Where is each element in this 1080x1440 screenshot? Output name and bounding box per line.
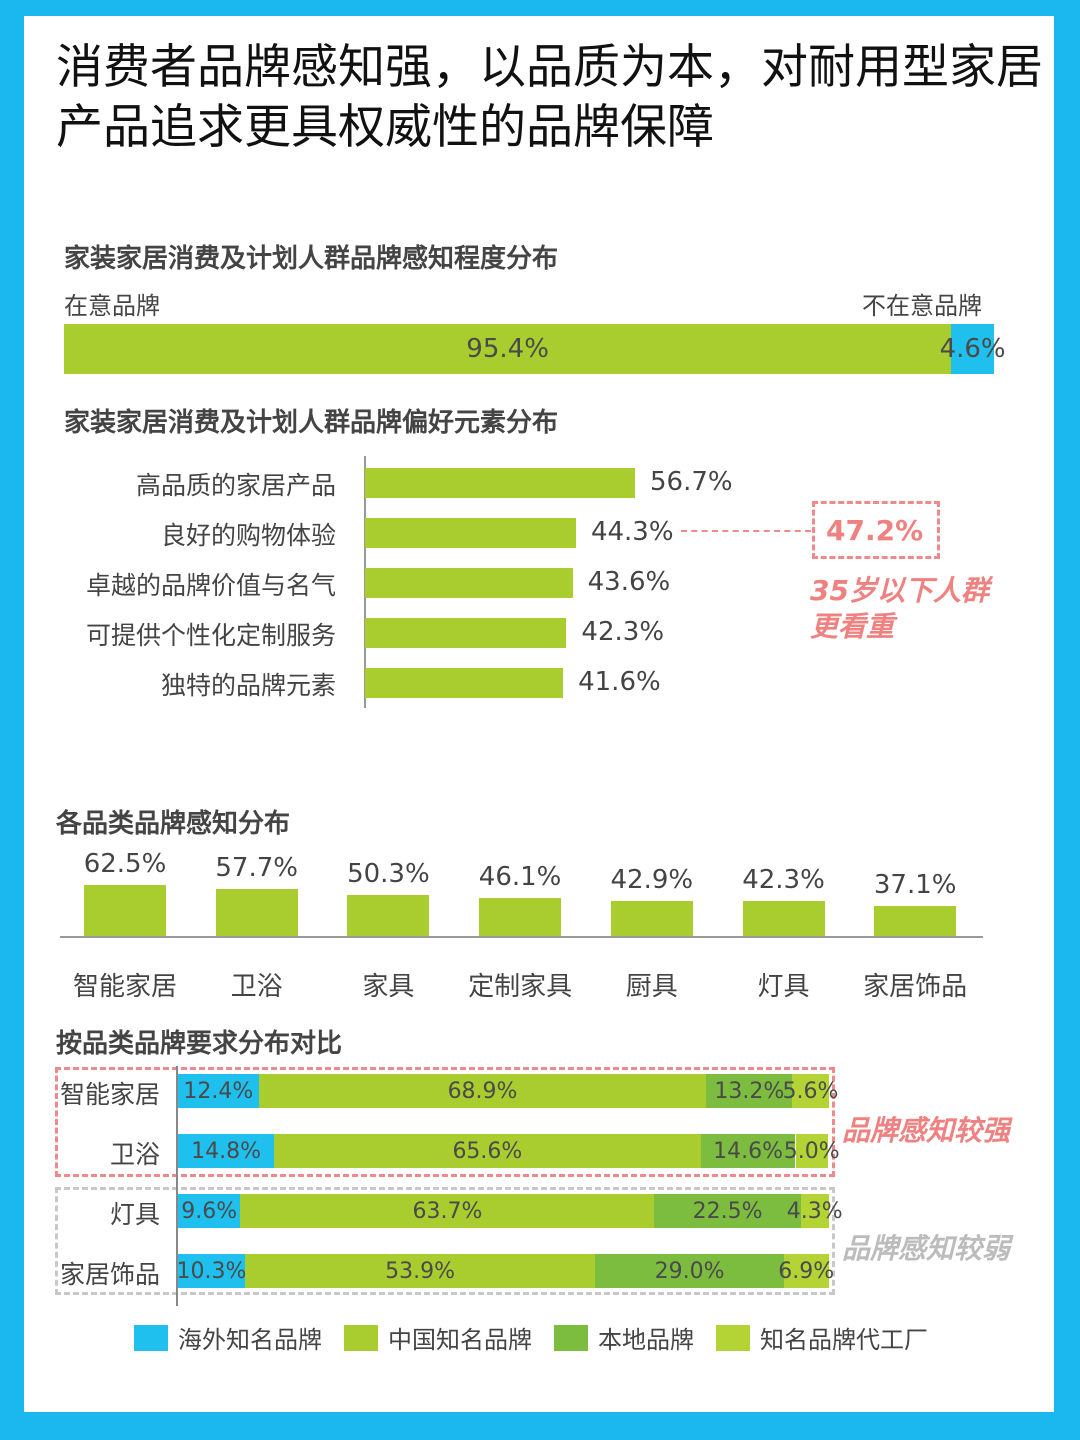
infographic-page: 消费者品牌感知强，以品质为本，对耐用型家居产品追求更具权威性的品牌保障 家装家居… xyxy=(24,16,1054,1412)
pref-category-label: 可提供个性化定制服务 xyxy=(85,621,336,650)
chart1-title: 家装家居消费及计划人群品牌感知程度分布 xyxy=(64,244,559,274)
pref-bar xyxy=(365,568,573,598)
chart3-area: 62.5% 智能家居 57.7% 卫浴 50.3% 家具 46.1% 定制家具 42.9% 厨具 4… xyxy=(24,849,1054,1002)
stack-segment: 14.8% xyxy=(178,1134,275,1168)
stack-segment: 9.6% xyxy=(178,1194,241,1228)
chart1-right-label: 不在意品牌 xyxy=(862,292,982,320)
pref-bar xyxy=(365,518,576,548)
pref-value-label: 43.6% xyxy=(587,567,671,597)
stack-segment: 5.6% xyxy=(783,1074,838,1108)
category-label: 智能家居 xyxy=(72,972,177,1002)
stack-segment: 63.7% xyxy=(240,1194,655,1228)
category-label: 定制家具 xyxy=(468,972,573,1002)
stack-segment: 53.9% xyxy=(244,1254,596,1288)
stack-segment: 14.6% xyxy=(700,1134,796,1168)
category-axis xyxy=(60,936,983,938)
pref-category-label: 良好的购物体验 xyxy=(160,521,336,550)
stack-category-label: 家居饰品 xyxy=(59,1260,160,1289)
annotation-box xyxy=(812,501,940,559)
legend-label: 知名品牌代工厂 xyxy=(760,1326,928,1354)
stack-segment: 10.3% xyxy=(177,1254,246,1288)
pref-value-label: 44.3% xyxy=(590,517,674,547)
category-bar xyxy=(84,885,166,936)
pref-value-label: 42.3% xyxy=(581,617,665,647)
weak-group-box xyxy=(55,1187,835,1295)
stack-segment: 13.2% xyxy=(706,1074,793,1108)
chart1-left-label: 在意品牌 xyxy=(64,292,160,320)
strong-group-note: 品牌感知较强 xyxy=(842,1114,1011,1147)
perceive-bar-care: 95.4% xyxy=(64,324,952,374)
chart3-title: 各品类品牌感知分布 xyxy=(56,809,291,839)
perceive-bar-nocare: 4.6% xyxy=(940,324,1006,374)
pref-value-label: 41.6% xyxy=(578,667,661,697)
chart1-bar: 95.4% 4.6% xyxy=(64,324,1006,374)
pref-category-label: 高品质的家居产品 xyxy=(135,471,336,500)
category-value-label: 50.3% xyxy=(347,858,430,889)
stack-segment: 12.4% xyxy=(178,1074,259,1108)
category-value-label: 46.1% xyxy=(478,862,562,893)
legend-label: 中国知名品牌 xyxy=(388,1326,532,1354)
category-label: 灯具 xyxy=(757,972,810,1002)
annotation-value: 47.2% xyxy=(826,514,924,547)
category-label: 卫浴 xyxy=(230,972,283,1002)
stack-segment: 29.0% xyxy=(595,1254,784,1288)
stack-category-label: 灯具 xyxy=(109,1200,160,1229)
stack-segment: 5.0% xyxy=(784,1134,840,1168)
category-bar xyxy=(742,901,825,936)
category-bar xyxy=(610,900,693,936)
category-value-label: 37.1% xyxy=(873,869,957,900)
chart2-title: 家装家居消费及计划人群品牌偏好元素分布 xyxy=(64,408,559,438)
category-value-label: 42.3% xyxy=(742,865,825,896)
category-label: 厨具 xyxy=(625,972,678,1002)
legend-swatch xyxy=(554,1324,588,1351)
page-title: 消费者品牌感知强，以品质为本，对耐用型家居产品追求更具权威性的品牌保障 xyxy=(56,40,1043,155)
legend-swatch xyxy=(716,1324,750,1351)
category-bar xyxy=(215,888,298,936)
legend-label: 海外知名品牌 xyxy=(178,1326,322,1354)
pref-category-label: 卓越的品牌价值与名气 xyxy=(85,571,336,600)
category-label: 家居饰品 xyxy=(863,972,968,1002)
category-bar xyxy=(347,894,430,936)
pref-value-label: 56.7% xyxy=(650,467,733,497)
legend-item: 知名品牌代工厂 xyxy=(716,1320,928,1355)
strong-group-box xyxy=(55,1067,835,1177)
legend-label: 本地品牌 xyxy=(598,1326,694,1354)
stack-segment: 6.9% xyxy=(778,1254,834,1288)
chart4-title: 按品类品牌要求分布对比 xyxy=(56,1029,343,1059)
legend-item: 中国知名品牌 xyxy=(344,1320,532,1355)
pref-bar xyxy=(365,618,567,648)
stack-segment: 65.6% xyxy=(274,1134,701,1168)
annotation-note-line1: 35岁以下人群 xyxy=(810,574,989,607)
category-value-label: 42.9% xyxy=(610,864,694,895)
legend-swatch xyxy=(344,1324,378,1351)
legend-swatch xyxy=(134,1324,168,1351)
chart4-area: 智能家居 12.4% 68.9% 13.2% 5.6% 卫浴 14.8% 65.6% 14.6%… xyxy=(24,1066,1054,1306)
stack-segment: 68.9% xyxy=(258,1074,707,1108)
stack-segment: 4.3% xyxy=(787,1194,843,1228)
category-bar xyxy=(874,905,957,936)
pref-category-label: 独特的品牌元素 xyxy=(160,671,336,700)
legend-item: 海外知名品牌 xyxy=(134,1320,322,1355)
pref-bar xyxy=(365,468,635,498)
annotation-note-line2: 更看重 xyxy=(810,610,895,643)
category-value-label: 62.5% xyxy=(83,849,167,879)
category-label: 家具 xyxy=(362,972,415,1002)
stack-category-label: 智能家居 xyxy=(59,1080,160,1109)
stack-axis xyxy=(176,1066,178,1306)
category-bar xyxy=(479,898,562,936)
chart4-legend: 海外知名品牌 中国知名品牌 本地品牌 知名品牌代工厂 xyxy=(24,1316,1054,1356)
category-value-label: 57.7% xyxy=(215,852,298,883)
legend-item: 本地品牌 xyxy=(554,1320,694,1355)
annotation-connector xyxy=(681,530,811,532)
stack-category-label: 卫浴 xyxy=(109,1140,160,1169)
weak-group-note: 品牌感知较弱 xyxy=(842,1232,1011,1265)
pref-bar xyxy=(365,668,564,698)
chart2-area: 高品质的家居产品 56.7% 良好的购物体验 44.3% 卓越的品牌价值与名气 43.6%… xyxy=(24,456,1054,716)
stack-segment: 22.5% xyxy=(654,1194,801,1228)
